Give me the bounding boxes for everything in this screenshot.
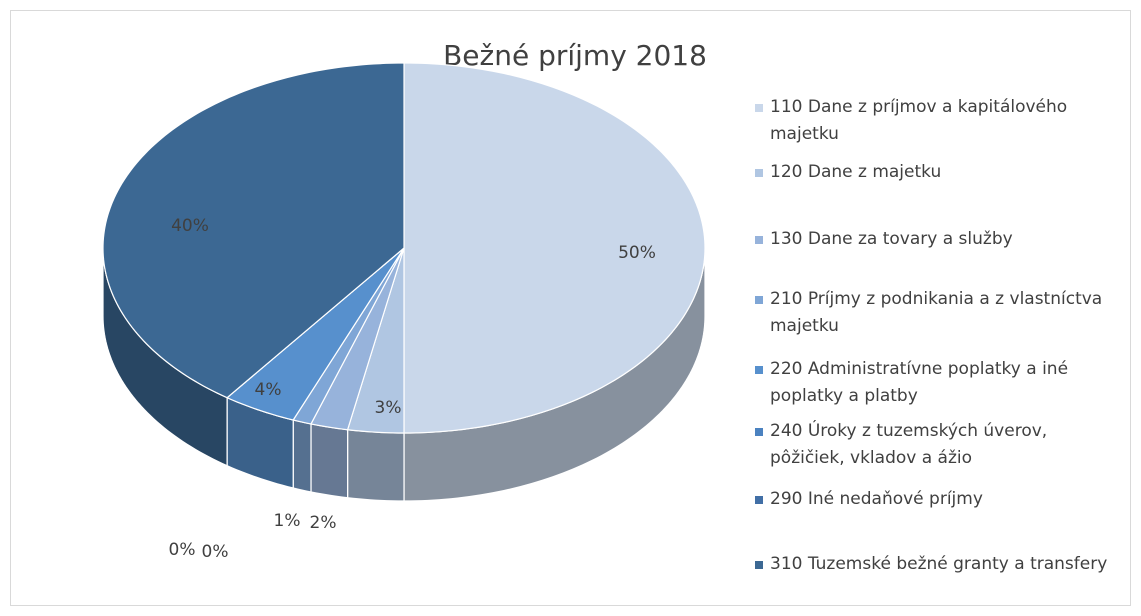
slice-side-shade bbox=[346, 429, 405, 502]
slice bbox=[225, 247, 405, 421]
legend-swatch bbox=[755, 366, 763, 374]
legend-swatch bbox=[755, 428, 763, 436]
legend-label: 110 Dane z príjmov a kapitálového majetk… bbox=[770, 97, 1068, 144]
legend-swatch bbox=[755, 496, 763, 504]
legend-label: 220 Administratívne poplatky a iné popla… bbox=[770, 359, 1069, 406]
legend-swatch bbox=[755, 561, 763, 569]
data-label: 3% bbox=[375, 398, 402, 418]
legend-label: 290 Iné nedaňové príjmy bbox=[770, 489, 983, 509]
legend-label: 310 Tuzemské bežné granty a transfery bbox=[770, 554, 1108, 574]
data-label: 50% bbox=[618, 243, 656, 263]
chart-title: Bežné príjmy 2018 bbox=[443, 39, 707, 72]
legend-swatch bbox=[755, 236, 763, 244]
slice-side-shade bbox=[292, 419, 312, 493]
legend-swatch bbox=[755, 296, 763, 304]
legend-swatch bbox=[755, 169, 763, 177]
legend-label: 130 Dane za tovary a služby bbox=[770, 229, 1013, 249]
slice bbox=[403, 62, 706, 434]
data-label: 1% bbox=[274, 511, 301, 531]
legend-label: 120 Dane z majetku bbox=[770, 162, 942, 182]
data-label: 40% bbox=[171, 216, 209, 236]
data-label: 2% bbox=[310, 513, 337, 533]
legend-swatch bbox=[755, 104, 763, 112]
data-label: 0% bbox=[169, 540, 196, 560]
legend-label: 210 Príjmy z podnikania a z vlastníctva … bbox=[770, 289, 1103, 336]
slice bbox=[310, 247, 405, 431]
legend-label: 240 Úroky z tuzemských úverov, pôžičiek,… bbox=[770, 421, 1048, 468]
slice-side-shade bbox=[310, 423, 349, 499]
data-label: 0% bbox=[202, 542, 229, 562]
data-label: 4% bbox=[255, 380, 282, 400]
slice bbox=[102, 62, 405, 399]
